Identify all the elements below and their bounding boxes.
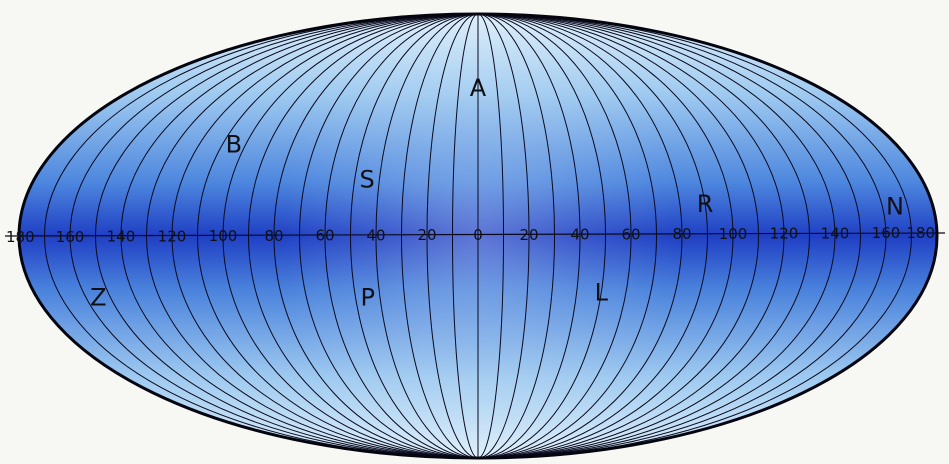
longitude-tick-label: 20 (417, 226, 436, 244)
region-label-p: P (361, 284, 375, 312)
longitude-tick-label: 120 (158, 227, 187, 245)
meridian-line (477, 14, 861, 458)
equator-line (4, 232, 946, 237)
region-label-b: B (226, 131, 242, 159)
meridian-line (477, 14, 555, 458)
meridian-line (350, 14, 479, 458)
meridian-line (477, 14, 606, 458)
region-labels: A B S R N Z P L (90, 74, 904, 312)
region-label-z: Z (90, 284, 106, 312)
meridian-line (248, 14, 479, 458)
meridian-grid (44, 14, 912, 458)
longitude-tick-label: 0 (473, 226, 483, 244)
meridian-line (222, 14, 479, 458)
longitude-tick-label: 40 (570, 226, 589, 244)
longitude-tick-label: 100 (719, 225, 748, 243)
meridian-line (452, 14, 479, 458)
longitude-tick-label: 40 (366, 226, 385, 244)
longitude-tick-label: 160 (56, 228, 85, 246)
meridian-line (477, 14, 785, 458)
meridian-line (401, 14, 479, 458)
meridian-line (375, 14, 479, 458)
longitude-tick-label: 160 (872, 224, 901, 242)
longitude-tick-label: 120 (770, 225, 799, 243)
meridian-line (477, 14, 683, 458)
region-label-a: A (470, 74, 487, 102)
meridian-line (477, 14, 734, 458)
meridian-line (426, 14, 479, 458)
meridian-line (477, 14, 657, 458)
region-label-n: N (886, 192, 904, 220)
longitude-tick-label: 60 (315, 227, 334, 245)
meridian-line (477, 14, 759, 458)
map-outline (17, 12, 939, 460)
meridian-line (477, 14, 912, 458)
region-label-l: L (595, 279, 609, 307)
longitude-tick-labels: 180 160 140 120 100 80 60 40 20 0 20 40 60 80 100 120 14… (6, 224, 935, 246)
meridian-line (197, 14, 479, 458)
longitude-tick-label: 100 (209, 227, 238, 245)
longitude-tick-label: 60 (621, 225, 640, 243)
meridian-line (477, 14, 581, 458)
meridian-line (324, 14, 479, 458)
longitude-tick-label: 20 (519, 226, 538, 244)
longitude-tick-label: 80 (264, 227, 283, 245)
longitude-tick-label: 180 (6, 228, 35, 246)
region-label-r: R (697, 190, 714, 218)
region-label-s: S (359, 165, 374, 193)
longitude-tick-label: 180 (906, 224, 935, 242)
meridian-line (477, 14, 836, 458)
longitude-tick-label: 140 (821, 224, 850, 242)
meridian-line (477, 14, 887, 458)
meridian-line (299, 14, 479, 458)
meridian-line (477, 14, 708, 458)
longitude-tick-label: 140 (107, 228, 136, 246)
meridian-line (477, 14, 530, 458)
meridian-line (477, 14, 810, 458)
meridian-line (273, 14, 479, 458)
meridian-line (477, 14, 632, 458)
longitude-tick-label: 80 (672, 225, 691, 243)
